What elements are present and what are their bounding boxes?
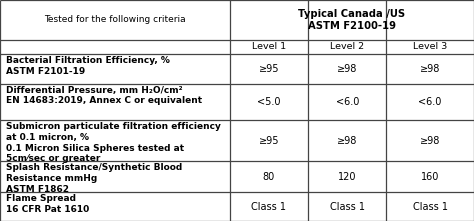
Text: <5.0: <5.0 bbox=[257, 97, 281, 107]
Text: Tested for the following criteria: Tested for the following criteria bbox=[44, 15, 186, 24]
Text: Level 3: Level 3 bbox=[413, 42, 447, 51]
Text: Class 1: Class 1 bbox=[413, 202, 447, 212]
Text: Class 1: Class 1 bbox=[252, 202, 286, 212]
Text: Flame Spread
16 CFR Pat 1610: Flame Spread 16 CFR Pat 1610 bbox=[6, 194, 89, 214]
Text: 120: 120 bbox=[338, 172, 356, 182]
Text: Class 1: Class 1 bbox=[330, 202, 365, 212]
Text: <6.0: <6.0 bbox=[419, 97, 442, 107]
Text: 160: 160 bbox=[421, 172, 439, 182]
Text: 80: 80 bbox=[263, 172, 275, 182]
Text: Differential Pressure, mm H₂O/cm²
EN 14683:2019, Annex C or equivalent: Differential Pressure, mm H₂O/cm² EN 146… bbox=[6, 86, 202, 105]
Text: <6.0: <6.0 bbox=[336, 97, 359, 107]
Text: ≥98: ≥98 bbox=[420, 64, 440, 74]
Text: Submicron particulate filtration efficiency
at 0.1 micron, %
0.1 Micron Silica S: Submicron particulate filtration efficie… bbox=[6, 122, 220, 164]
Text: ≥98: ≥98 bbox=[337, 64, 357, 74]
Text: Bacterial Filtration Efficiency, %
ASTM F2101-19: Bacterial Filtration Efficiency, % ASTM … bbox=[6, 56, 170, 76]
Text: Level 2: Level 2 bbox=[330, 42, 364, 51]
Text: ≥98: ≥98 bbox=[337, 136, 357, 146]
Text: Typical Canada /US
ASTM F2100-19: Typical Canada /US ASTM F2100-19 bbox=[298, 9, 406, 31]
Text: ≥95: ≥95 bbox=[259, 136, 279, 146]
Text: ≥98: ≥98 bbox=[420, 136, 440, 146]
Text: ≥95: ≥95 bbox=[259, 64, 279, 74]
Text: Splash Resistance/Synthetic Blood
Resistance mmHg
ASTM F1862: Splash Resistance/Synthetic Blood Resist… bbox=[6, 163, 182, 194]
Text: Level 1: Level 1 bbox=[252, 42, 286, 51]
